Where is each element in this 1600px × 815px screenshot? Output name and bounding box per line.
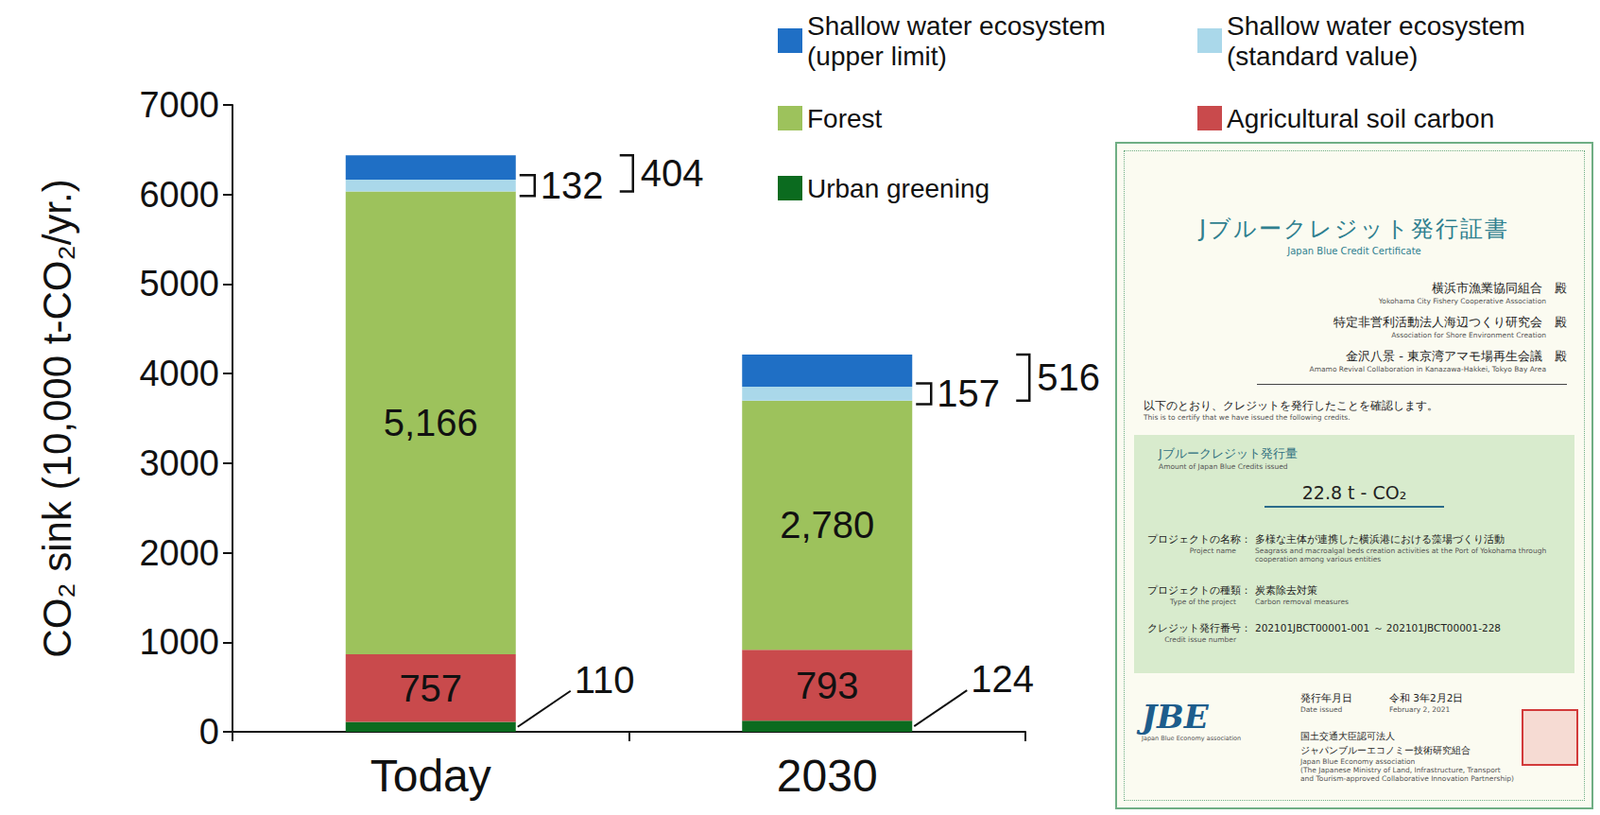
html-text:Yokohama City Fishery Cooperat: Yokohama City Fishery Cooperative Associ… <box>1378 296 1547 306</box>
svg-text:(standard value): (standard value) <box>1226 41 1418 71</box>
html-text:Jブルークレジット発行量: Jブルークレジット発行量 <box>1158 446 1298 461</box>
svg-text:157: 157 <box>936 372 1000 414</box>
svg-text:124: 124 <box>970 657 1034 700</box>
svg-text:4000: 4000 <box>138 353 220 394</box>
svg-text:110: 110 <box>574 658 636 701</box>
html-text:Seagrass and macroalgal beds c: Seagrass and macroalgal beds creation ac… <box>1255 546 1547 564</box>
html-text:Japan Blue Credit Certificate: Japan Blue Credit Certificate <box>1287 245 1422 257</box>
html-text:プロジェクトの種類：: プロジェクトの種類： <box>1147 584 1252 596</box>
html-text:February 2, 2021: February 2, 2021 <box>1389 705 1451 714</box>
html-text:発行年月日: 発行年月日 <box>1300 691 1353 704</box>
svg-text:404: 404 <box>640 152 705 194</box>
svg-text:Urban greening: Urban greening <box>807 173 990 204</box>
html-text:Project name: Project name <box>1189 546 1237 555</box>
svg-text:CO₂ sink (10,000 t-CO₂/yr.): CO₂ sink (10,000 t-CO₂/yr.) <box>34 178 80 657</box>
svg-text:1000: 1000 <box>138 621 220 662</box>
svg-text:3000: 3000 <box>138 443 220 483</box>
html-text:Credit issue number: Credit issue number <box>1164 635 1237 644</box>
html-text:Amamo Revival Collaboration in: Amamo Revival Collaboration in Kanazawa-… <box>1309 364 1547 374</box>
html-text:国土交通大臣認可法人: 国土交通大臣認可法人 <box>1300 730 1395 741</box>
html-text:クレジット発行番号：: クレジット発行番号： <box>1147 621 1252 634</box>
svg-text:6000: 6000 <box>138 174 220 215</box>
svg-text:2030: 2030 <box>776 750 878 801</box>
svg-text:2,780: 2,780 <box>779 503 875 546</box>
html-text:Jブルークレジット発行証書: Jブルークレジット発行証書 <box>1199 215 1510 242</box>
html-text:特定非営利活動法人海辺つくり研究会 殿: 特定非営利活動法人海辺つくり研究会 殿 <box>1333 314 1567 329</box>
html-text:以下のとおり、クレジットを発行したことを確認します。: 以下のとおり、クレジットを発行したことを確認します。 <box>1143 398 1439 413</box>
svg-text:Today: Today <box>370 750 492 801</box>
html-text:(The Japanese Ministry of Land: (The Japanese Ministry of Land, Infrastr… <box>1300 765 1514 783</box>
html-text:Date issued: Date issued <box>1300 705 1343 714</box>
svg-text:7000: 7000 <box>138 85 220 125</box>
svg-text:5000: 5000 <box>138 263 220 304</box>
html-text:Japan Blue Economy association: Japan Blue Economy association <box>1300 756 1416 766</box>
html-text:ジャパンブルーエコノミー技術研究組合: ジャパンブルーエコノミー技術研究組合 <box>1300 744 1471 755</box>
html-text:This is to certify that we hav: This is to certify that we have issued t… <box>1143 412 1351 422</box>
svg-text:Agricultural soil carbon: Agricultural soil carbon <box>1226 103 1495 134</box>
html-text:Amount of Japan Blue Credits i: Amount of Japan Blue Credits issued <box>1158 462 1288 471</box>
html-text:202101JBCT00001-001 ～ 202101JB: 202101JBCT00001-001 ～ 202101JBCT00001-22… <box>1255 621 1501 634</box>
svg-text:Forest: Forest <box>807 103 883 134</box>
svg-text:0: 0 <box>199 711 220 752</box>
html-text:Type of the project: Type of the project <box>1169 597 1237 606</box>
svg-text:Shallow water ecosystem: Shallow water ecosystem <box>1226 11 1526 41</box>
svg-text:516: 516 <box>1036 356 1101 398</box>
html-text:Carbon removal measures: Carbon removal measures <box>1255 597 1349 606</box>
html-text:横浜市漁業協同組合 殿: 横浜市漁業協同組合 殿 <box>1431 280 1567 295</box>
html-text:Association for Shore Environm: Association for Shore Environment Creati… <box>1391 330 1547 340</box>
html-text:炭素除去対策: 炭素除去対策 <box>1255 584 1318 596</box>
svg-text:5,166: 5,166 <box>383 401 479 444</box>
html-text:22.8 t - CO₂: 22.8 t - CO₂ <box>1302 481 1407 503</box>
html-text:JBE: JBE <box>1141 697 1209 736</box>
svg-text:793: 793 <box>795 664 860 706</box>
html-text:令和 3年2月2日: 令和 3年2月2日 <box>1389 691 1464 704</box>
svg-text:Shallow water ecosystem: Shallow water ecosystem <box>807 11 1106 41</box>
html-text:多様な主体が連携した横浜港における藻場づくり活動: 多様な主体が連携した横浜港における藻場づくり活動 <box>1255 533 1505 545</box>
html-text:Japan Blue Economy association: Japan Blue Economy association <box>1141 734 1242 742</box>
html-text:金沢八景 - 東京湾アマモ場再生会議 殿: 金沢八景 - 東京湾アマモ場再生会議 殿 <box>1345 348 1567 363</box>
svg-text:132: 132 <box>540 164 604 207</box>
html-text:プロジェクトの名称：: プロジェクトの名称： <box>1147 533 1252 545</box>
svg-text:757: 757 <box>398 667 463 709</box>
svg-text:2000: 2000 <box>138 533 220 573</box>
svg-text:(upper limit): (upper limit) <box>807 41 947 71</box>
